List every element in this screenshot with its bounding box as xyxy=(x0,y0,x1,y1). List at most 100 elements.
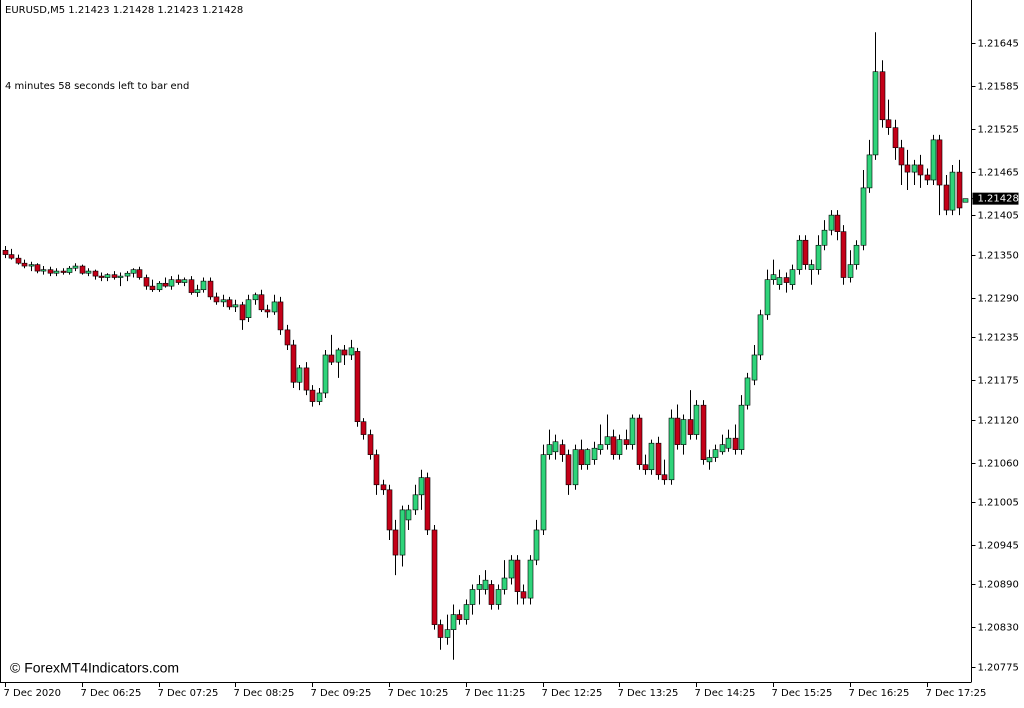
candle-body xyxy=(21,262,28,267)
candle-body xyxy=(706,457,713,463)
candle-body xyxy=(296,367,303,383)
candle-body xyxy=(604,436,611,445)
candle-body xyxy=(744,377,751,406)
candle-body xyxy=(117,275,124,278)
candle-body xyxy=(879,71,886,121)
candle-body xyxy=(463,604,470,620)
candle-body xyxy=(34,264,41,272)
x-tick-label: 7 Dec 14:25 xyxy=(695,688,756,699)
candle-body xyxy=(399,509,406,556)
candle-body xyxy=(354,351,361,422)
candle-body xyxy=(853,244,860,265)
candle-body xyxy=(328,354,335,363)
candle-body xyxy=(623,439,630,445)
x-tick-label: 7 Dec 08:25 xyxy=(234,688,295,699)
candle-body xyxy=(591,447,598,460)
candle-body xyxy=(130,269,137,274)
candle-body xyxy=(98,275,105,278)
candle-body xyxy=(239,304,246,321)
y-tick-label: 1.21120 xyxy=(978,416,1019,427)
candle-body xyxy=(495,589,502,605)
candle-body xyxy=(904,164,911,173)
candle-body xyxy=(309,389,316,402)
candle-body xyxy=(348,347,355,356)
candle-body xyxy=(648,442,655,471)
candle-body xyxy=(40,269,47,272)
candle-body xyxy=(616,439,623,455)
y-tick-label: 1.21405 xyxy=(978,211,1019,222)
candle-body xyxy=(488,584,495,605)
candle-body xyxy=(911,164,918,173)
candle-body xyxy=(392,529,399,556)
candle-body xyxy=(738,404,745,450)
candle-body xyxy=(220,299,227,303)
candle-body xyxy=(565,454,572,486)
candle-body xyxy=(898,147,905,166)
candle-body xyxy=(405,509,412,521)
candle-body xyxy=(194,289,201,293)
candle-body xyxy=(482,579,489,590)
candle-body xyxy=(264,309,271,313)
candle-body xyxy=(796,239,803,270)
candle-body xyxy=(156,282,163,291)
candle-body xyxy=(111,274,118,278)
candle-body xyxy=(514,559,521,592)
candle-body xyxy=(559,444,566,455)
candle-body xyxy=(303,367,310,391)
timer-text: 4 minutes 58 seconds left to bar end xyxy=(5,81,189,92)
candles xyxy=(2,32,969,660)
x-tick-label: 7 Dec 10:25 xyxy=(388,688,449,699)
candle-body xyxy=(207,280,214,298)
chart-title: EURUSD,M5 1.21423 1.21428 1.21423 1.2142… xyxy=(5,5,243,16)
y-tick-label: 1.20830 xyxy=(978,623,1019,634)
x-tick-label: 7 Dec 06:25 xyxy=(81,688,142,699)
candle-body xyxy=(860,187,867,246)
candle-body xyxy=(168,279,175,287)
candle-body xyxy=(636,417,643,466)
candle-body xyxy=(380,484,387,491)
candle-body xyxy=(92,270,99,277)
candle-body xyxy=(629,417,636,445)
candle-body xyxy=(732,437,739,450)
candle-body xyxy=(815,244,822,270)
candle-body xyxy=(712,449,719,458)
candle-body xyxy=(808,264,815,270)
candle-body xyxy=(610,436,617,455)
y-tick-label: 1.20945 xyxy=(978,541,1019,552)
candle-body xyxy=(149,285,156,291)
candle-body xyxy=(597,444,604,450)
candle-body xyxy=(284,329,291,346)
y-tick-label: 1.21005 xyxy=(978,498,1019,509)
candle-body xyxy=(175,279,182,283)
candle-body xyxy=(508,559,515,579)
x-tick-label: 7 Dec 09:25 xyxy=(311,688,372,699)
x-tick-label: 7 Dec 16:25 xyxy=(849,688,910,699)
x-tick-label: 7 Dec 12:25 xyxy=(542,688,603,699)
candle-body xyxy=(386,489,393,531)
candle-body xyxy=(789,269,796,286)
x-tick-label: 7 Dec 2020 xyxy=(4,688,62,699)
candle-body xyxy=(200,280,207,291)
y-tick-label: 1.21350 xyxy=(978,251,1019,262)
candle-body xyxy=(552,441,559,453)
candle-body xyxy=(949,171,956,211)
candle-body xyxy=(764,279,771,316)
candle-body xyxy=(936,139,943,186)
candle-body xyxy=(72,265,79,269)
candle-body xyxy=(258,294,265,311)
candle-body xyxy=(60,270,67,273)
y-tick-label: 1.21525 xyxy=(978,125,1019,136)
candle-body xyxy=(783,277,790,283)
candle-body xyxy=(828,214,835,231)
candle-body xyxy=(770,274,777,280)
candle-body xyxy=(181,279,188,283)
x-tick-label: 7 Dec 13:25 xyxy=(618,688,679,699)
candle-body xyxy=(469,589,476,605)
y-tick-label: 1.20775 xyxy=(978,663,1019,674)
candle-body xyxy=(367,434,374,455)
candle-body xyxy=(943,184,950,211)
candle-body xyxy=(424,477,431,531)
candle-body xyxy=(450,614,457,630)
